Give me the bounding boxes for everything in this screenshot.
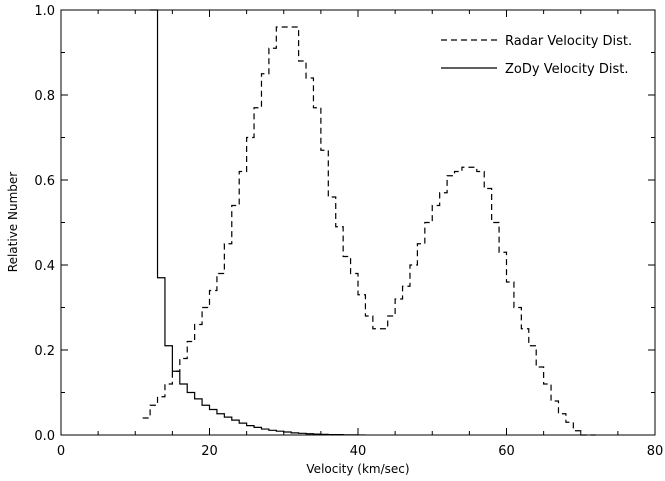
y-tick-label: 0.2 — [34, 344, 55, 359]
y-tick-label: 1.0 — [34, 4, 55, 19]
legend-label-radar: Radar Velocity Dist. — [505, 34, 632, 49]
x-tick-label: 80 — [647, 444, 664, 459]
y-tick-label: 0.4 — [34, 259, 55, 274]
x-tick-label: 0 — [57, 444, 65, 459]
y-axis-label: Relative Number — [6, 172, 20, 272]
y-tick-label: 0.0 — [34, 429, 55, 444]
y-tick-label: 0.8 — [34, 89, 55, 104]
series-line-radar — [143, 27, 596, 435]
x-axis-label: Velocity (km/sec) — [306, 462, 409, 476]
x-tick-label: 40 — [350, 444, 367, 459]
series-line-zody — [150, 10, 365, 435]
y-tick-label: 0.6 — [34, 174, 55, 189]
x-tick-label: 60 — [498, 444, 515, 459]
x-tick-label: 20 — [201, 444, 218, 459]
legend-label-zody: ZoDy Velocity Dist. — [505, 62, 628, 77]
legend: Radar Velocity Dist. ZoDy Velocity Dist. — [441, 34, 632, 77]
